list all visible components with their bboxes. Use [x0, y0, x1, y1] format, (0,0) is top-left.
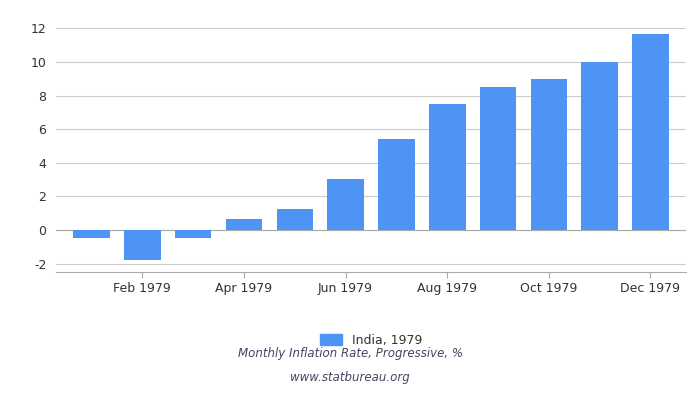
- Bar: [225, 219, 262, 230]
- Legend: India, 1979: India, 1979: [320, 334, 422, 347]
- Bar: [531, 79, 567, 230]
- Bar: [124, 230, 161, 260]
- Bar: [480, 87, 517, 230]
- Bar: [175, 230, 211, 238]
- Bar: [581, 62, 618, 230]
- Text: www.statbureau.org: www.statbureau.org: [290, 372, 410, 384]
- Bar: [328, 179, 364, 230]
- Bar: [276, 209, 313, 230]
- Bar: [632, 34, 668, 230]
- Text: Monthly Inflation Rate, Progressive, %: Monthly Inflation Rate, Progressive, %: [237, 348, 463, 360]
- Bar: [429, 104, 466, 230]
- Bar: [378, 139, 414, 230]
- Bar: [74, 230, 110, 238]
